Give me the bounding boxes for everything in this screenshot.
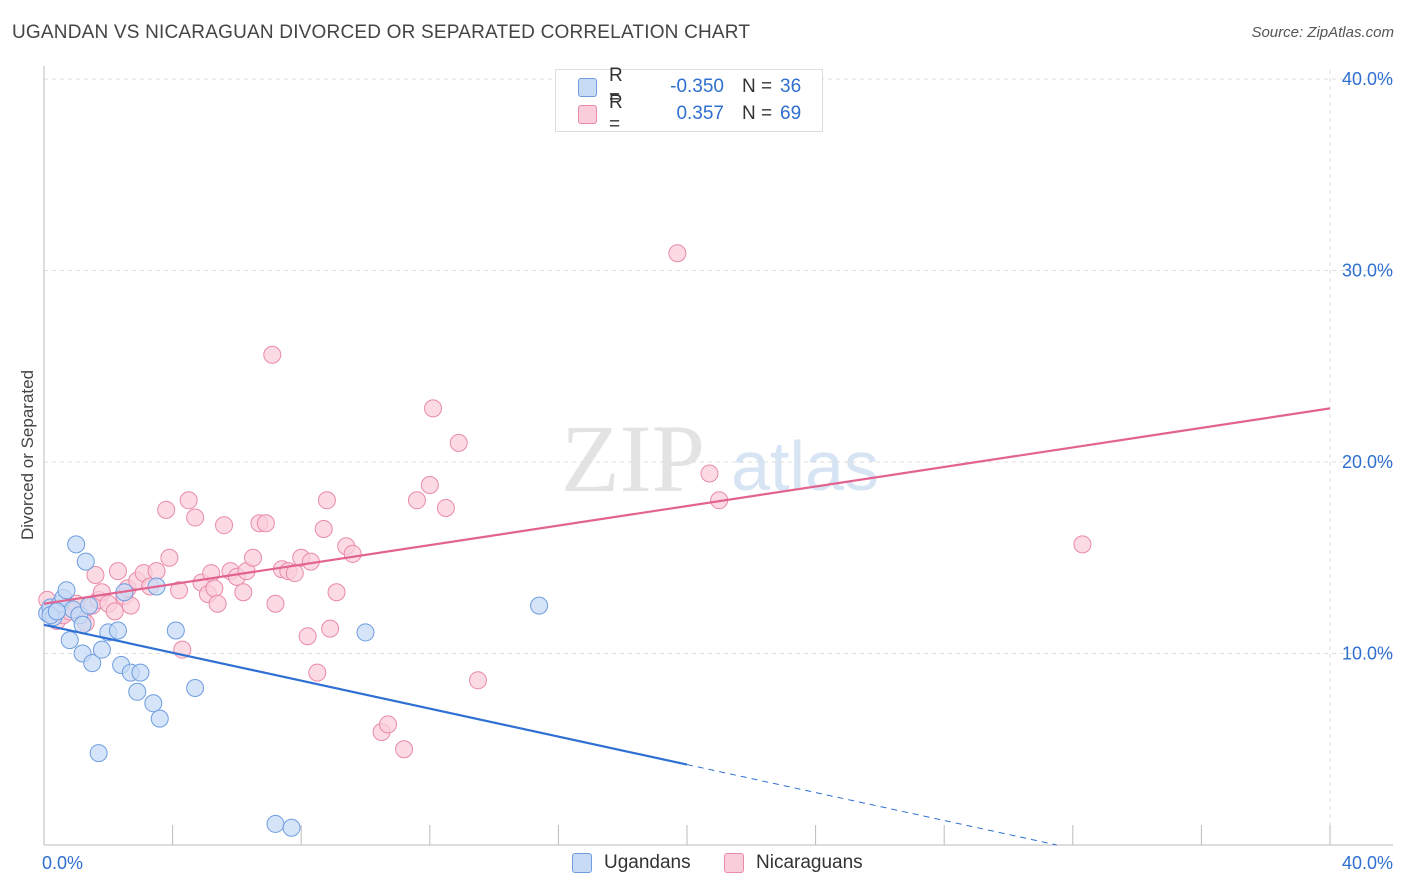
nicaraguan-point bbox=[469, 671, 488, 690]
r-value: -0.350 bbox=[670, 76, 724, 97]
ugandan-point bbox=[266, 814, 285, 833]
x-tick-label: 40.0% bbox=[1342, 853, 1393, 873]
n-label: N = bbox=[742, 76, 773, 97]
ugandan-point bbox=[73, 615, 92, 634]
nicaraguan-point bbox=[186, 508, 205, 527]
ugandan-point bbox=[80, 596, 99, 615]
nicaraguan-point bbox=[395, 740, 414, 759]
r-label: R = bbox=[609, 65, 623, 108]
legend-item-ugandans[interactable]: Ugandans bbox=[572, 852, 691, 874]
ugandan-point bbox=[57, 581, 76, 600]
axes bbox=[43, 66, 1393, 846]
nicaraguans-swatch bbox=[578, 104, 597, 124]
chart-title: UGANDAN VS NICARAGUAN DIVORCED OR SEPARA… bbox=[12, 22, 751, 43]
ugandan-point bbox=[282, 818, 301, 837]
data-points bbox=[38, 244, 1092, 837]
nicaraguan-point bbox=[243, 548, 262, 567]
ugandan-point bbox=[530, 596, 549, 615]
nicaraguan-point bbox=[700, 464, 719, 483]
nicaraguans-legend-swatch bbox=[724, 853, 744, 873]
nicaraguan-point bbox=[314, 520, 333, 539]
nicaraguan-point bbox=[298, 627, 317, 646]
ugandan-point bbox=[92, 640, 111, 659]
nicaraguan-point bbox=[420, 475, 439, 494]
tick-labels: 10.0% 20.0% 30.0% 40.0% 0.0% 40.0% bbox=[42, 69, 1393, 873]
nicaraguan-point bbox=[170, 581, 189, 600]
nicaraguan-point bbox=[327, 583, 346, 602]
x-tick-label: 0.0% bbox=[42, 853, 83, 873]
watermark-atlas: atlas bbox=[731, 427, 879, 505]
nicaraguan-point bbox=[147, 562, 166, 581]
nicaraguan-point bbox=[424, 399, 443, 418]
stats-row-ugandans: R = -0.350 N = 36 bbox=[578, 65, 802, 108]
nicaraguan-point bbox=[208, 594, 227, 613]
nicaraguan-point bbox=[343, 544, 362, 563]
nicaraguan-point bbox=[449, 433, 468, 452]
nicaraguan-point bbox=[205, 579, 224, 598]
ugandan-point bbox=[89, 744, 108, 763]
ugandan-point bbox=[60, 631, 79, 650]
ugandans-legend-swatch bbox=[572, 853, 592, 873]
nicaraguans-trend-line bbox=[43, 407, 1331, 605]
nicaraguan-point bbox=[108, 562, 127, 581]
ugandan-point bbox=[144, 694, 163, 713]
legend-label-ugandans: Ugandans bbox=[604, 852, 691, 873]
nicaraguan-point bbox=[157, 500, 176, 519]
nicaraguan-point bbox=[668, 244, 687, 263]
nicaraguan-point bbox=[86, 565, 105, 584]
nicaraguan-point bbox=[321, 619, 340, 638]
n-value: 69 bbox=[780, 103, 802, 124]
chart-source: Source: ZipAtlas.com bbox=[1251, 24, 1394, 41]
nicaraguan-point bbox=[256, 514, 275, 533]
nicaraguan-point bbox=[105, 602, 124, 621]
nicaraguan-point bbox=[436, 498, 455, 517]
nicaraguan-point bbox=[179, 491, 198, 510]
ugandan-point bbox=[128, 682, 147, 701]
r-value: 0.357 bbox=[676, 103, 724, 124]
n-label: N = bbox=[742, 103, 773, 124]
chart-legend: Ugandans Nicaraguans bbox=[0, 852, 1406, 878]
grid-lines bbox=[44, 70, 1393, 845]
n-value: 36 bbox=[780, 76, 802, 97]
ugandan-point bbox=[47, 602, 66, 621]
r-label: R = bbox=[609, 92, 623, 135]
ugandan-point bbox=[166, 621, 185, 640]
nicaraguan-point bbox=[308, 663, 327, 682]
ugandan-point bbox=[356, 623, 375, 642]
stats-legend-box: R = -0.350 N = 36 R = 0.357 N = 69 bbox=[555, 65, 823, 135]
nicaraguan-point bbox=[234, 583, 253, 602]
ugandans-swatch bbox=[578, 77, 597, 97]
legend-item-nicaraguans[interactable]: Nicaraguans bbox=[724, 852, 863, 874]
legend-label-nicaraguans: Nicaraguans bbox=[756, 852, 863, 873]
watermark-zip: ZIP bbox=[561, 405, 705, 512]
ugandans-trend-extension bbox=[686, 764, 1057, 846]
nicaraguan-point bbox=[379, 715, 398, 734]
y-tick-label: 30.0% bbox=[1342, 261, 1393, 281]
nicaraguan-point bbox=[263, 345, 282, 364]
nicaraguan-point bbox=[317, 491, 336, 510]
ugandan-point bbox=[131, 663, 150, 682]
nicaraguan-point bbox=[407, 491, 426, 510]
ugandan-point bbox=[186, 678, 205, 697]
ugandan-point bbox=[83, 654, 102, 673]
nicaraguan-point bbox=[160, 548, 179, 567]
nicaraguan-point bbox=[266, 594, 285, 613]
nicaraguan-point bbox=[1073, 535, 1092, 554]
ugandans-trend-line bbox=[43, 623, 688, 766]
stats-row-nicaraguans: R = 0.357 N = 69 bbox=[578, 92, 802, 135]
ugandan-point bbox=[67, 535, 86, 554]
ugandan-point bbox=[108, 621, 127, 640]
nicaraguan-point bbox=[215, 516, 234, 535]
y-tick-label: 10.0% bbox=[1342, 644, 1393, 664]
trend-lines bbox=[43, 407, 1331, 846]
y-tick-label: 20.0% bbox=[1342, 452, 1393, 472]
ugandan-point bbox=[76, 552, 95, 571]
y-tick-label: 40.0% bbox=[1342, 69, 1393, 89]
ugandan-point bbox=[150, 709, 169, 728]
